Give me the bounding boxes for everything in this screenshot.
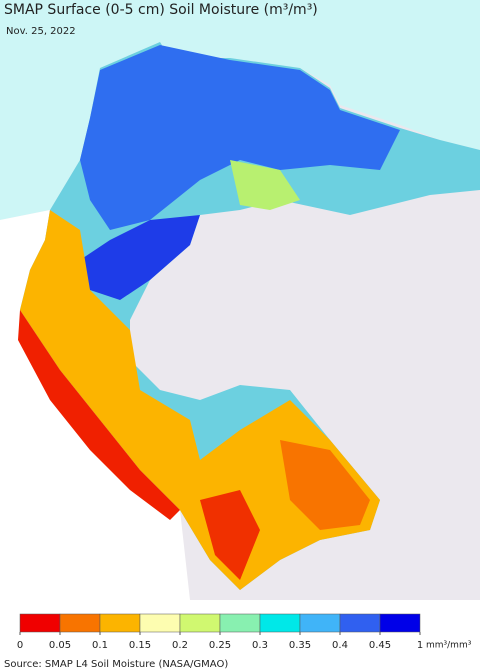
colorbar-label: 0.25 <box>209 640 231 651</box>
colorbar-label: 0.45 <box>369 640 391 651</box>
colorbar-label: 0 <box>17 640 23 651</box>
date: Nov. 25, 2022 <box>6 26 76 37</box>
colorbar-label: 0.2 <box>172 640 188 651</box>
source: Source: SMAP L4 Soil Moisture (NASA/GMAO… <box>4 659 228 670</box>
colorbar-segment <box>99 613 141 633</box>
colorbar-segment <box>19 613 61 633</box>
dry-southwest <box>200 490 260 580</box>
colorbar-label: 0.1 <box>92 640 108 651</box>
colorbar-segment <box>299 613 341 633</box>
wet-north <box>80 45 400 230</box>
colorbar-label: 0.35 <box>289 640 311 651</box>
pacific <box>0 210 190 600</box>
wet-amazon <box>80 215 200 300</box>
colorbar-segment <box>219 613 261 633</box>
colorbar-segment <box>259 613 301 633</box>
dry-patch <box>230 160 300 210</box>
colorbar-label: 0.4 <box>332 640 348 651</box>
colorbar-segment <box>379 613 421 633</box>
colorbar-label: 0.15 <box>129 640 151 651</box>
colorbar: 0 0.05 0.1 0.15 0.2 0.25 0.3 0.35 0.4 0.45 1 mm³/mm… <box>17 613 472 651</box>
colorbar-label: 0.3 <box>252 640 268 651</box>
colorbar-segment <box>139 613 181 633</box>
colorbar-segment <box>339 613 381 633</box>
title: SMAP Surface (0-5 cm) Soil Moisture (m³/… <box>4 2 318 18</box>
colorbar-unit: mm³/mm³ <box>426 641 472 651</box>
colorbar-segment <box>179 613 221 633</box>
coast-dry <box>18 310 180 520</box>
map <box>0 0 480 600</box>
ocean <box>0 0 480 220</box>
colorbar-label: 0.05 <box>49 640 71 651</box>
colorbar-label: 1 <box>417 640 423 651</box>
dry-east <box>280 440 370 530</box>
colorbar-segment <box>59 613 101 633</box>
